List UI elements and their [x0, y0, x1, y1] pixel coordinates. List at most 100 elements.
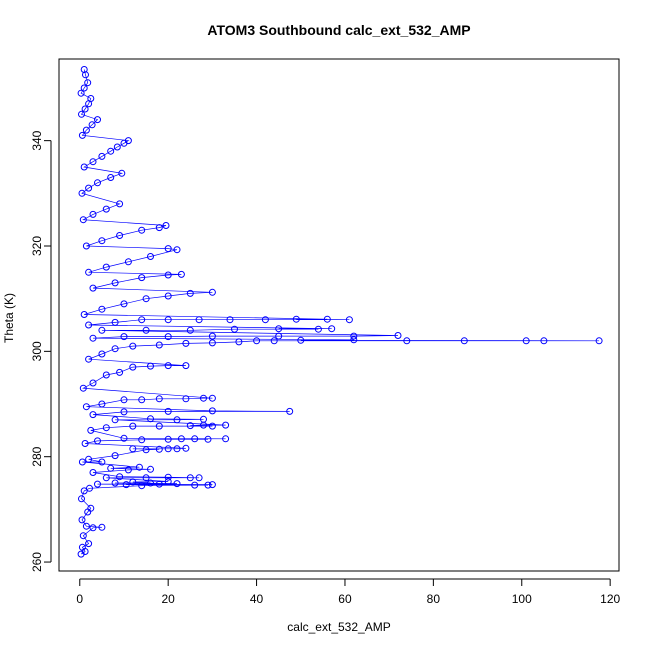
data-point: [164, 435, 172, 443]
data-point: [116, 473, 124, 481]
data-point: [173, 246, 181, 254]
data-point: [81, 440, 89, 447]
data-point: [87, 504, 95, 512]
data-point: [138, 482, 146, 490]
data-point: [94, 179, 101, 187]
data-point: [208, 339, 216, 347]
y-tick-label: 320: [30, 236, 44, 256]
data-point: [79, 384, 87, 392]
data-point: [195, 474, 203, 482]
data-point: [85, 321, 93, 329]
data-point: [235, 338, 243, 346]
data-point: [226, 316, 234, 324]
data-point: [78, 189, 86, 197]
y-tick-label: 260: [30, 552, 44, 572]
data-point: [292, 315, 300, 323]
data-point: [138, 316, 146, 324]
data-point: [222, 421, 230, 429]
data-point: [222, 435, 230, 443]
data-point: [118, 169, 126, 177]
chart-title: ATOM3 Southbound calc_ext_532_AMP: [207, 22, 470, 38]
data-point: [111, 279, 119, 287]
data-point: [120, 408, 128, 416]
x-tick-label: 0: [76, 592, 83, 606]
data-point: [191, 481, 199, 489]
data-point: [208, 422, 216, 430]
data-point: [147, 362, 154, 370]
data-point: [182, 362, 190, 370]
data-point: [208, 407, 216, 415]
data-point: [89, 379, 97, 387]
data-point: [323, 315, 331, 323]
data-point: [129, 445, 137, 453]
data-point: [261, 316, 269, 324]
data-point: [85, 455, 93, 463]
data-point: [460, 337, 468, 345]
x-tick-label: 120: [600, 592, 620, 606]
data-point: [270, 337, 278, 345]
data-point: [120, 434, 128, 442]
data-point: [116, 232, 124, 239]
data-point: [98, 237, 106, 245]
data-point: [111, 479, 119, 487]
data-point: [142, 295, 150, 303]
data-point: [204, 481, 212, 489]
y-axis-label: Theta (K): [2, 293, 16, 343]
data-point: [102, 263, 110, 271]
data-point: [111, 318, 119, 326]
data-point: [182, 339, 190, 347]
data-point: [98, 350, 106, 358]
data-point: [89, 158, 97, 166]
data-point: [120, 333, 128, 341]
data-point: [286, 407, 294, 415]
data-point: [204, 435, 212, 443]
data-point: [78, 110, 85, 118]
data-point: [182, 395, 190, 403]
data-point: [162, 222, 170, 229]
data-point: [540, 337, 548, 345]
data-point: [147, 479, 154, 487]
data-point: [142, 474, 150, 482]
data-point: [107, 464, 115, 472]
data-point: [208, 332, 216, 340]
data-point: [138, 436, 146, 444]
data-point: [78, 543, 86, 551]
data-point: [138, 274, 146, 282]
data-point: [94, 437, 101, 445]
data-point: [350, 332, 358, 340]
data-point: [186, 289, 194, 297]
data-point: [87, 95, 95, 102]
data-point: [80, 66, 88, 73]
y-tick-label: 340: [30, 130, 44, 150]
data-point: [142, 326, 150, 334]
x-tick-label: 20: [161, 592, 175, 606]
y-axis: 260 280 300 320 340: [30, 130, 52, 572]
data-point: [78, 458, 86, 466]
data-point: [89, 210, 97, 218]
data-point: [98, 523, 106, 531]
y-tick-label: 300: [30, 341, 44, 361]
data-point: [253, 337, 261, 345]
data-point: [94, 116, 101, 124]
data-point: [208, 394, 216, 402]
data-point: [595, 337, 603, 345]
data-point: [80, 163, 88, 171]
data-point: [85, 184, 93, 192]
data-point: [164, 245, 172, 253]
data-point: [88, 121, 96, 129]
data-point: [147, 415, 154, 423]
data-point: [403, 337, 411, 345]
data-point: [155, 224, 163, 232]
data-point: [275, 325, 283, 333]
data-point: [314, 325, 322, 333]
data-point: [164, 316, 172, 324]
data-point: [147, 465, 154, 473]
data-point: [120, 396, 128, 404]
data-point: [129, 422, 137, 430]
data-point: [98, 305, 106, 313]
data-point: [200, 415, 207, 423]
data-point: [142, 446, 150, 454]
data-point: [177, 270, 185, 278]
x-axis-label: calc_ext_532_AMP: [287, 620, 390, 634]
